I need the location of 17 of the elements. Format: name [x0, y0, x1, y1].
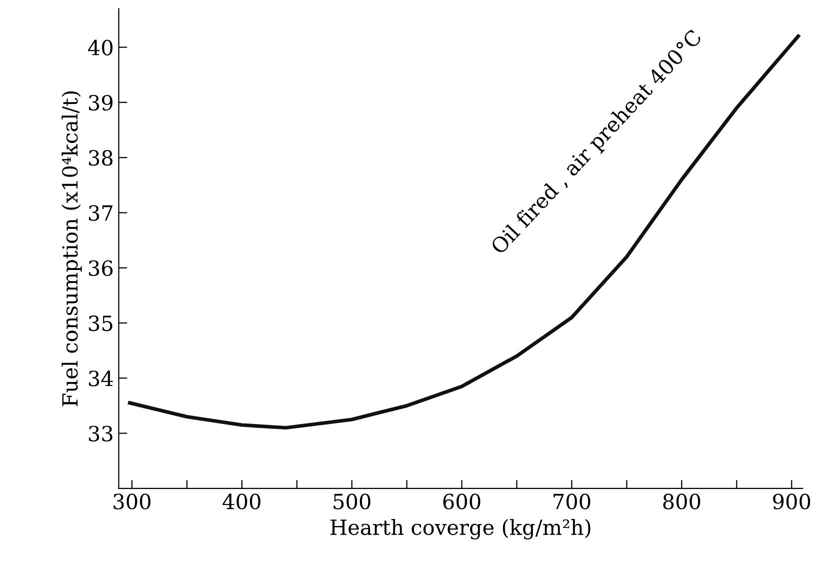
y-tick-label: 35 — [88, 315, 112, 332]
y-tick-label: 34 — [88, 370, 113, 386]
x-tick-label: 400 — [222, 494, 260, 510]
y-axis-title: Fuel consumption (x10⁴kcal/t) — [62, 91, 82, 406]
x-tick-label: 700 — [554, 494, 590, 510]
x-tick-label: 600 — [443, 494, 480, 510]
x-tick-label: 900 — [773, 494, 810, 510]
y-tick-label: 39 — [88, 94, 112, 111]
y-tick-label: 36 — [88, 260, 113, 276]
x-axis-title: Hearth coverge (kg/m²h) — [330, 518, 590, 540]
x-tick-label: 800 — [663, 494, 700, 510]
x-tick-label: 500 — [334, 494, 370, 510]
y-tick-label: 33 — [88, 426, 112, 442]
y-tick-label: 37 — [88, 205, 112, 221]
x-tick-label: 300 — [114, 494, 150, 510]
y-tick-label: 40 — [88, 40, 113, 56]
y-tick-label: 38 — [88, 150, 112, 166]
